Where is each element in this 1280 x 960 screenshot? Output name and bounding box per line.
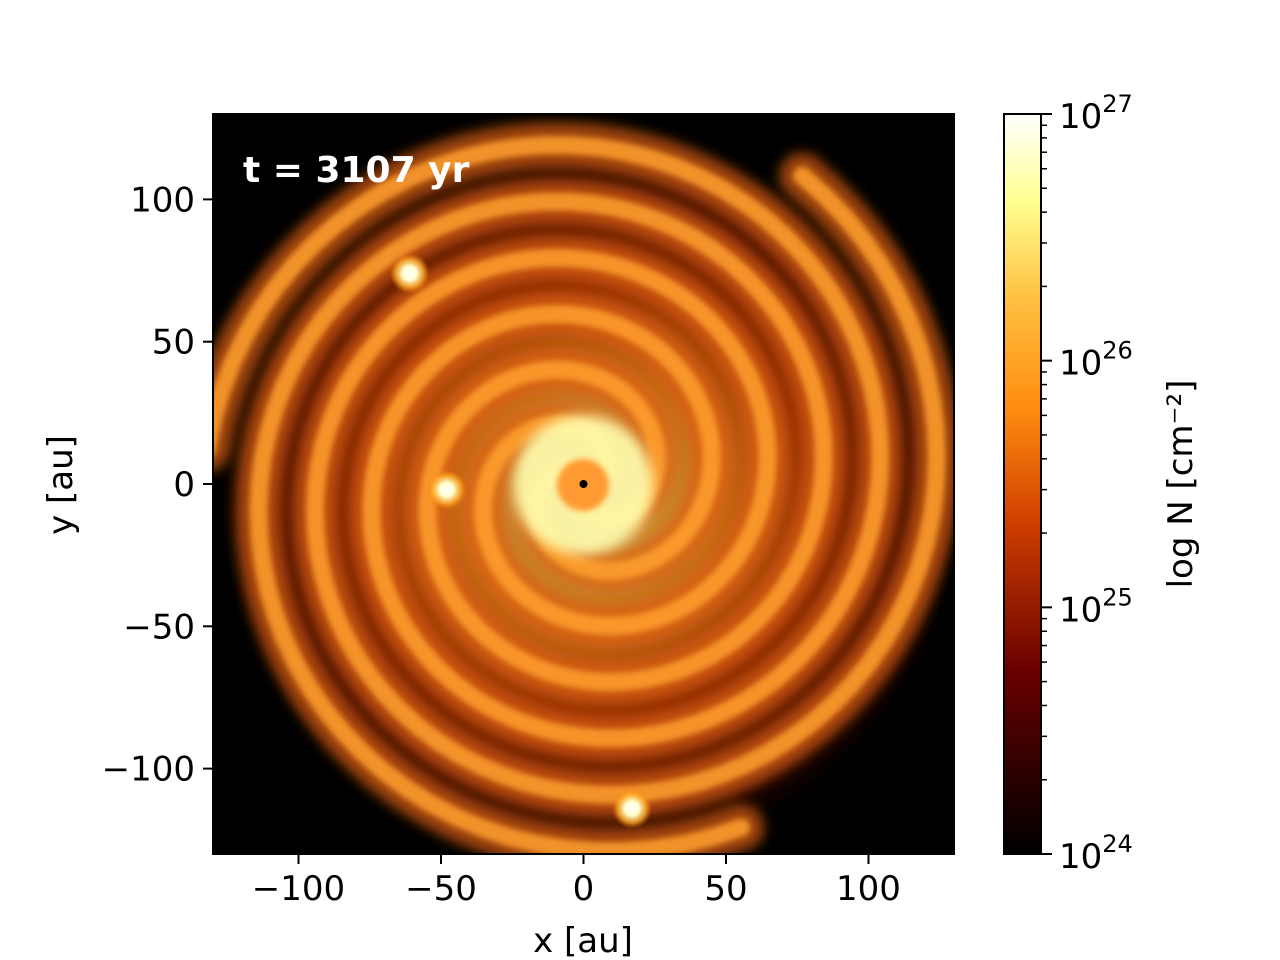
colorbar-tick-label: 1027: [1059, 90, 1133, 137]
central-sink: [579, 480, 588, 488]
y-tick-label: −50: [123, 607, 195, 647]
y-axis: −100 −50 0 50 100: [102, 180, 213, 790]
colorbar-tick-label: 1026: [1059, 337, 1133, 384]
spiral-arm-ridge: [305, 166, 946, 804]
x-tick-label: −100: [252, 869, 345, 909]
colorbar-tick-label: 1024: [1059, 830, 1133, 877]
point-sources: [389, 253, 652, 829]
y-tick-label: 100: [130, 180, 195, 220]
x-tick-label: −50: [405, 869, 477, 909]
y-axis-label: y [au]: [41, 435, 81, 535]
colorbar-ticks: 1024 1025 1026 1027: [1041, 90, 1133, 877]
point-source: [389, 253, 430, 294]
spiral-arm-ridge: [249, 192, 833, 854]
x-tick-label: 0: [573, 869, 595, 909]
colorbar-label: log N [cm⁻²]: [1161, 380, 1201, 589]
spiral-arm-ridges: [213, 136, 946, 854]
y-tick-label: 0: [173, 465, 195, 505]
colorbar-tick-label: 1025: [1059, 583, 1133, 630]
point-source: [426, 469, 467, 510]
colorbar-gradient: [1004, 114, 1041, 854]
x-axis-label: x [au]: [533, 921, 633, 960]
colorbar: 1024 1025 1026 1027 log N [cm⁻²]: [1003, 90, 1201, 877]
plot-area: [212, 113, 955, 855]
x-axis: −100 −50 0 50 100: [252, 854, 901, 909]
colorbar-frame: [1003, 113, 1042, 855]
y-tick-label: 50: [152, 323, 195, 363]
density-map: [213, 122, 954, 854]
time-annotation: t = 3107 yr: [243, 150, 470, 191]
x-tick-label: 50: [704, 869, 747, 909]
spiral-arm-ridge: [213, 136, 890, 748]
x-tick-label: 100: [836, 869, 901, 909]
y-tick-label: −100: [102, 750, 195, 790]
point-source: [611, 788, 652, 829]
